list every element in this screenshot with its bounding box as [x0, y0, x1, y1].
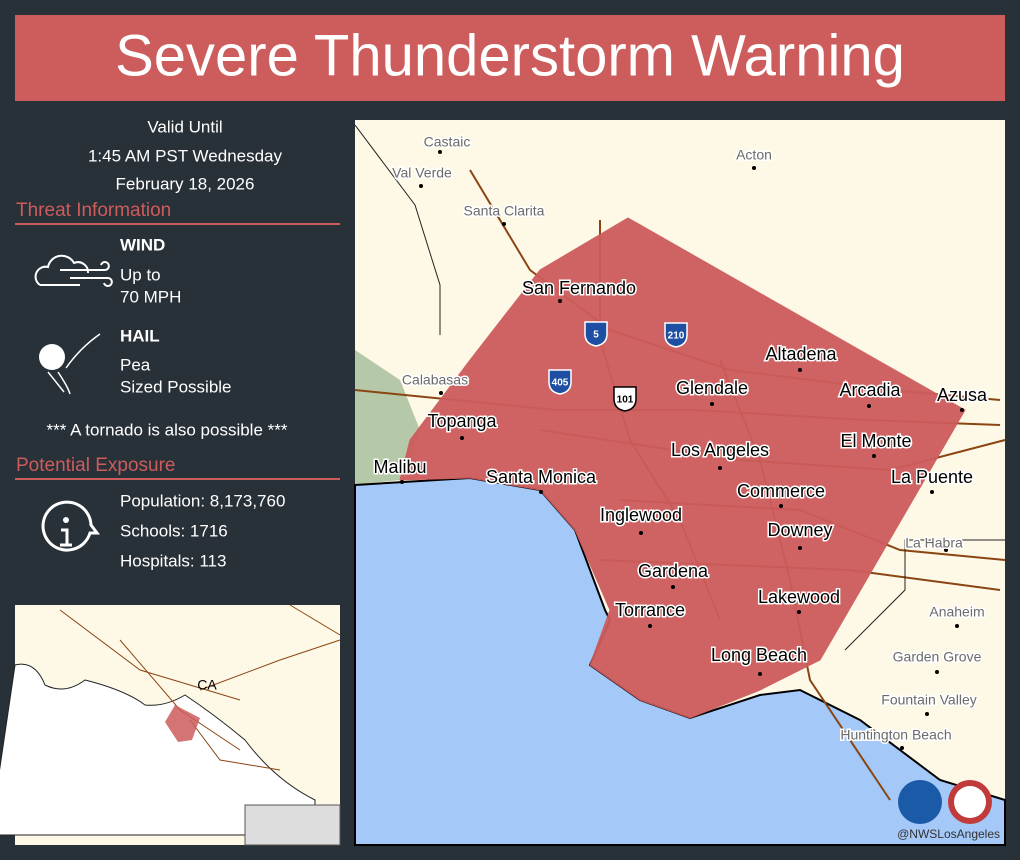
place-dot: [960, 408, 964, 412]
title: Severe Thunderstorm Warning: [115, 23, 905, 88]
city-label: Altadena: [765, 344, 837, 364]
city-label: Gardena: [638, 561, 709, 581]
city-label: Santa Monica: [486, 467, 597, 487]
valid-date: February 18, 2026: [116, 174, 255, 193]
town-label: Santa Clarita: [464, 203, 545, 219]
valid-time: 1:45 AM PST Wednesday: [88, 146, 283, 165]
city-label: Arcadia: [839, 380, 901, 400]
inset-label: CA: [197, 677, 217, 693]
city-label: Commerce: [737, 481, 825, 501]
highway-number: 210: [668, 331, 685, 342]
place-dot: [935, 670, 939, 674]
city-label: Lakewood: [758, 587, 840, 607]
city-label: San Fernando: [522, 278, 636, 298]
city-label: Torrance: [615, 600, 685, 620]
section-heading: Threat Information: [16, 200, 171, 221]
exposure-line: Population: 8,173,760: [120, 491, 285, 510]
place-dot: [718, 466, 722, 470]
threat-line: Sized Possible: [120, 377, 232, 396]
highway-shield: [584, 321, 608, 347]
highway-number: 5: [593, 330, 599, 341]
place-dot: [460, 436, 464, 440]
noaa-logos: [898, 780, 992, 824]
tornado-note: *** A tornado is also possible ***: [47, 420, 288, 439]
wind-icon: [34, 254, 113, 287]
valid-label: Valid Until: [147, 117, 222, 136]
place-dot: [419, 184, 423, 188]
title-banner: [15, 15, 1005, 101]
place-dot: [671, 585, 675, 589]
town-label: Huntington Beach: [840, 727, 951, 743]
inset-map: CA: [0, 604, 341, 846]
place-dot: [798, 368, 802, 372]
town-label: Anaheim: [929, 604, 984, 620]
place-dot: [798, 546, 802, 550]
section-heading: Potential Exposure: [16, 455, 176, 476]
place-dot: [797, 610, 801, 614]
place-dot: [872, 454, 876, 458]
town-label: Garden Grove: [893, 649, 982, 665]
threat-label: HAIL: [120, 326, 160, 345]
place-dot: [648, 624, 652, 628]
highway-shield: [613, 386, 637, 412]
city-label: Glendale: [676, 378, 748, 398]
threat-line: 70 MPH: [120, 287, 181, 306]
credit: @NWSLosAngeles: [897, 827, 1000, 841]
town-label: Castaic: [424, 134, 471, 150]
town-label: Fountain Valley: [881, 692, 976, 708]
threat-label: WIND: [120, 235, 165, 254]
threat-line: Up to: [120, 265, 161, 284]
place-dot: [925, 712, 929, 716]
city-label: Azusa: [937, 385, 988, 405]
city-label: El Monte: [840, 431, 911, 451]
city-label: Malibu: [373, 457, 426, 477]
town-label: La Habra: [905, 535, 963, 551]
hail-icon: [39, 333, 101, 395]
place-dot: [758, 672, 762, 676]
exposure-line: Schools: 1716: [120, 521, 228, 540]
city-label: La Puente: [891, 467, 973, 487]
main-map: Castaic Val Verde Santa Clarita Acton Calaba…: [354, 120, 1006, 846]
place-dot: [944, 548, 948, 552]
place-dot: [779, 504, 783, 508]
place-dot: [930, 490, 934, 494]
town-label: Val Verde: [392, 165, 452, 181]
highway-shield: [664, 322, 688, 348]
city-label: Long Beach: [711, 645, 807, 665]
place-dot: [400, 480, 404, 484]
place-dot: [439, 391, 443, 395]
exposure-line: Hospitals: 113: [120, 551, 226, 570]
info-icon: [41, 500, 100, 552]
threat-line: Pea: [120, 355, 151, 374]
highway-number: 101: [617, 395, 634, 406]
place-dot: [438, 150, 442, 154]
place-dot: [710, 402, 714, 406]
city-label: Los Angeles: [671, 440, 769, 460]
place-dot: [867, 404, 871, 408]
place-dot: [539, 490, 543, 494]
city-label: Topanga: [427, 411, 497, 431]
place-dot: [558, 299, 562, 303]
place-dot: [752, 166, 756, 170]
place-dot: [639, 531, 643, 535]
place-dot: [955, 624, 959, 628]
town-label: Acton: [736, 147, 772, 163]
city-label: Inglewood: [600, 505, 682, 525]
highway-shield: [548, 369, 572, 395]
city-label: Downey: [767, 520, 832, 540]
place-dot: [900, 746, 904, 750]
town-label: Calabasas: [402, 372, 468, 388]
place-dot: [502, 222, 506, 226]
highway-number: 405: [552, 378, 569, 389]
